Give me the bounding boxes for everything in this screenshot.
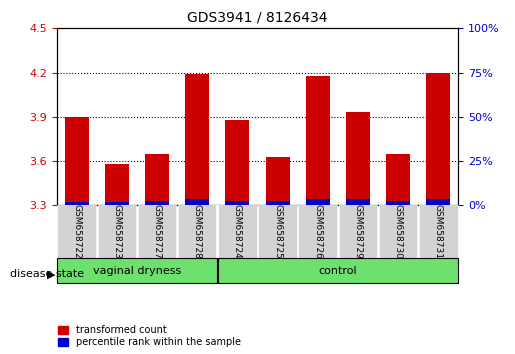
Bar	[145, 201, 169, 205]
Text: GSM658724: GSM658724	[233, 205, 242, 259]
Text: GDS3941 / 8126434: GDS3941 / 8126434	[187, 11, 328, 25]
Bar	[379, 205, 417, 258]
Bar	[226, 120, 249, 205]
Bar	[58, 258, 216, 283]
Bar	[346, 199, 370, 205]
Bar	[386, 201, 410, 205]
Bar	[145, 154, 169, 205]
Bar	[306, 199, 330, 205]
Bar	[105, 164, 129, 205]
Text: GSM658723: GSM658723	[112, 204, 122, 259]
Text: GSM658726: GSM658726	[313, 204, 322, 259]
Bar	[266, 201, 289, 205]
Bar	[299, 205, 337, 258]
Text: GSM658731: GSM658731	[434, 204, 443, 259]
Bar	[65, 202, 89, 205]
Bar	[218, 205, 256, 258]
Text: GSM658729: GSM658729	[353, 204, 363, 259]
Bar	[306, 75, 330, 205]
Bar	[259, 205, 297, 258]
Legend: transformed count, percentile rank within the sample: transformed count, percentile rank withi…	[56, 323, 243, 349]
Bar	[58, 205, 96, 258]
Bar	[138, 205, 176, 258]
Bar	[346, 113, 370, 205]
Text: GSM658722: GSM658722	[72, 205, 81, 259]
Text: GSM658725: GSM658725	[273, 204, 282, 259]
Bar	[226, 201, 249, 205]
Text: GSM658728: GSM658728	[193, 204, 202, 259]
Bar	[386, 154, 410, 205]
Text: ▶: ▶	[47, 269, 56, 279]
Bar	[266, 156, 289, 205]
Bar	[98, 205, 136, 258]
Bar	[178, 205, 216, 258]
Text: control: control	[319, 266, 357, 276]
Bar	[185, 199, 209, 205]
Text: GSM658730: GSM658730	[393, 204, 403, 259]
Bar	[185, 74, 209, 205]
Bar	[65, 117, 89, 205]
Text: GSM658727: GSM658727	[152, 204, 162, 259]
Text: disease state: disease state	[10, 269, 84, 279]
Bar	[426, 199, 450, 205]
Bar	[419, 205, 457, 258]
Bar	[105, 202, 129, 205]
Text: vaginal dryness: vaginal dryness	[93, 266, 181, 276]
Bar	[426, 73, 450, 205]
Bar	[339, 205, 377, 258]
Bar	[218, 258, 457, 283]
